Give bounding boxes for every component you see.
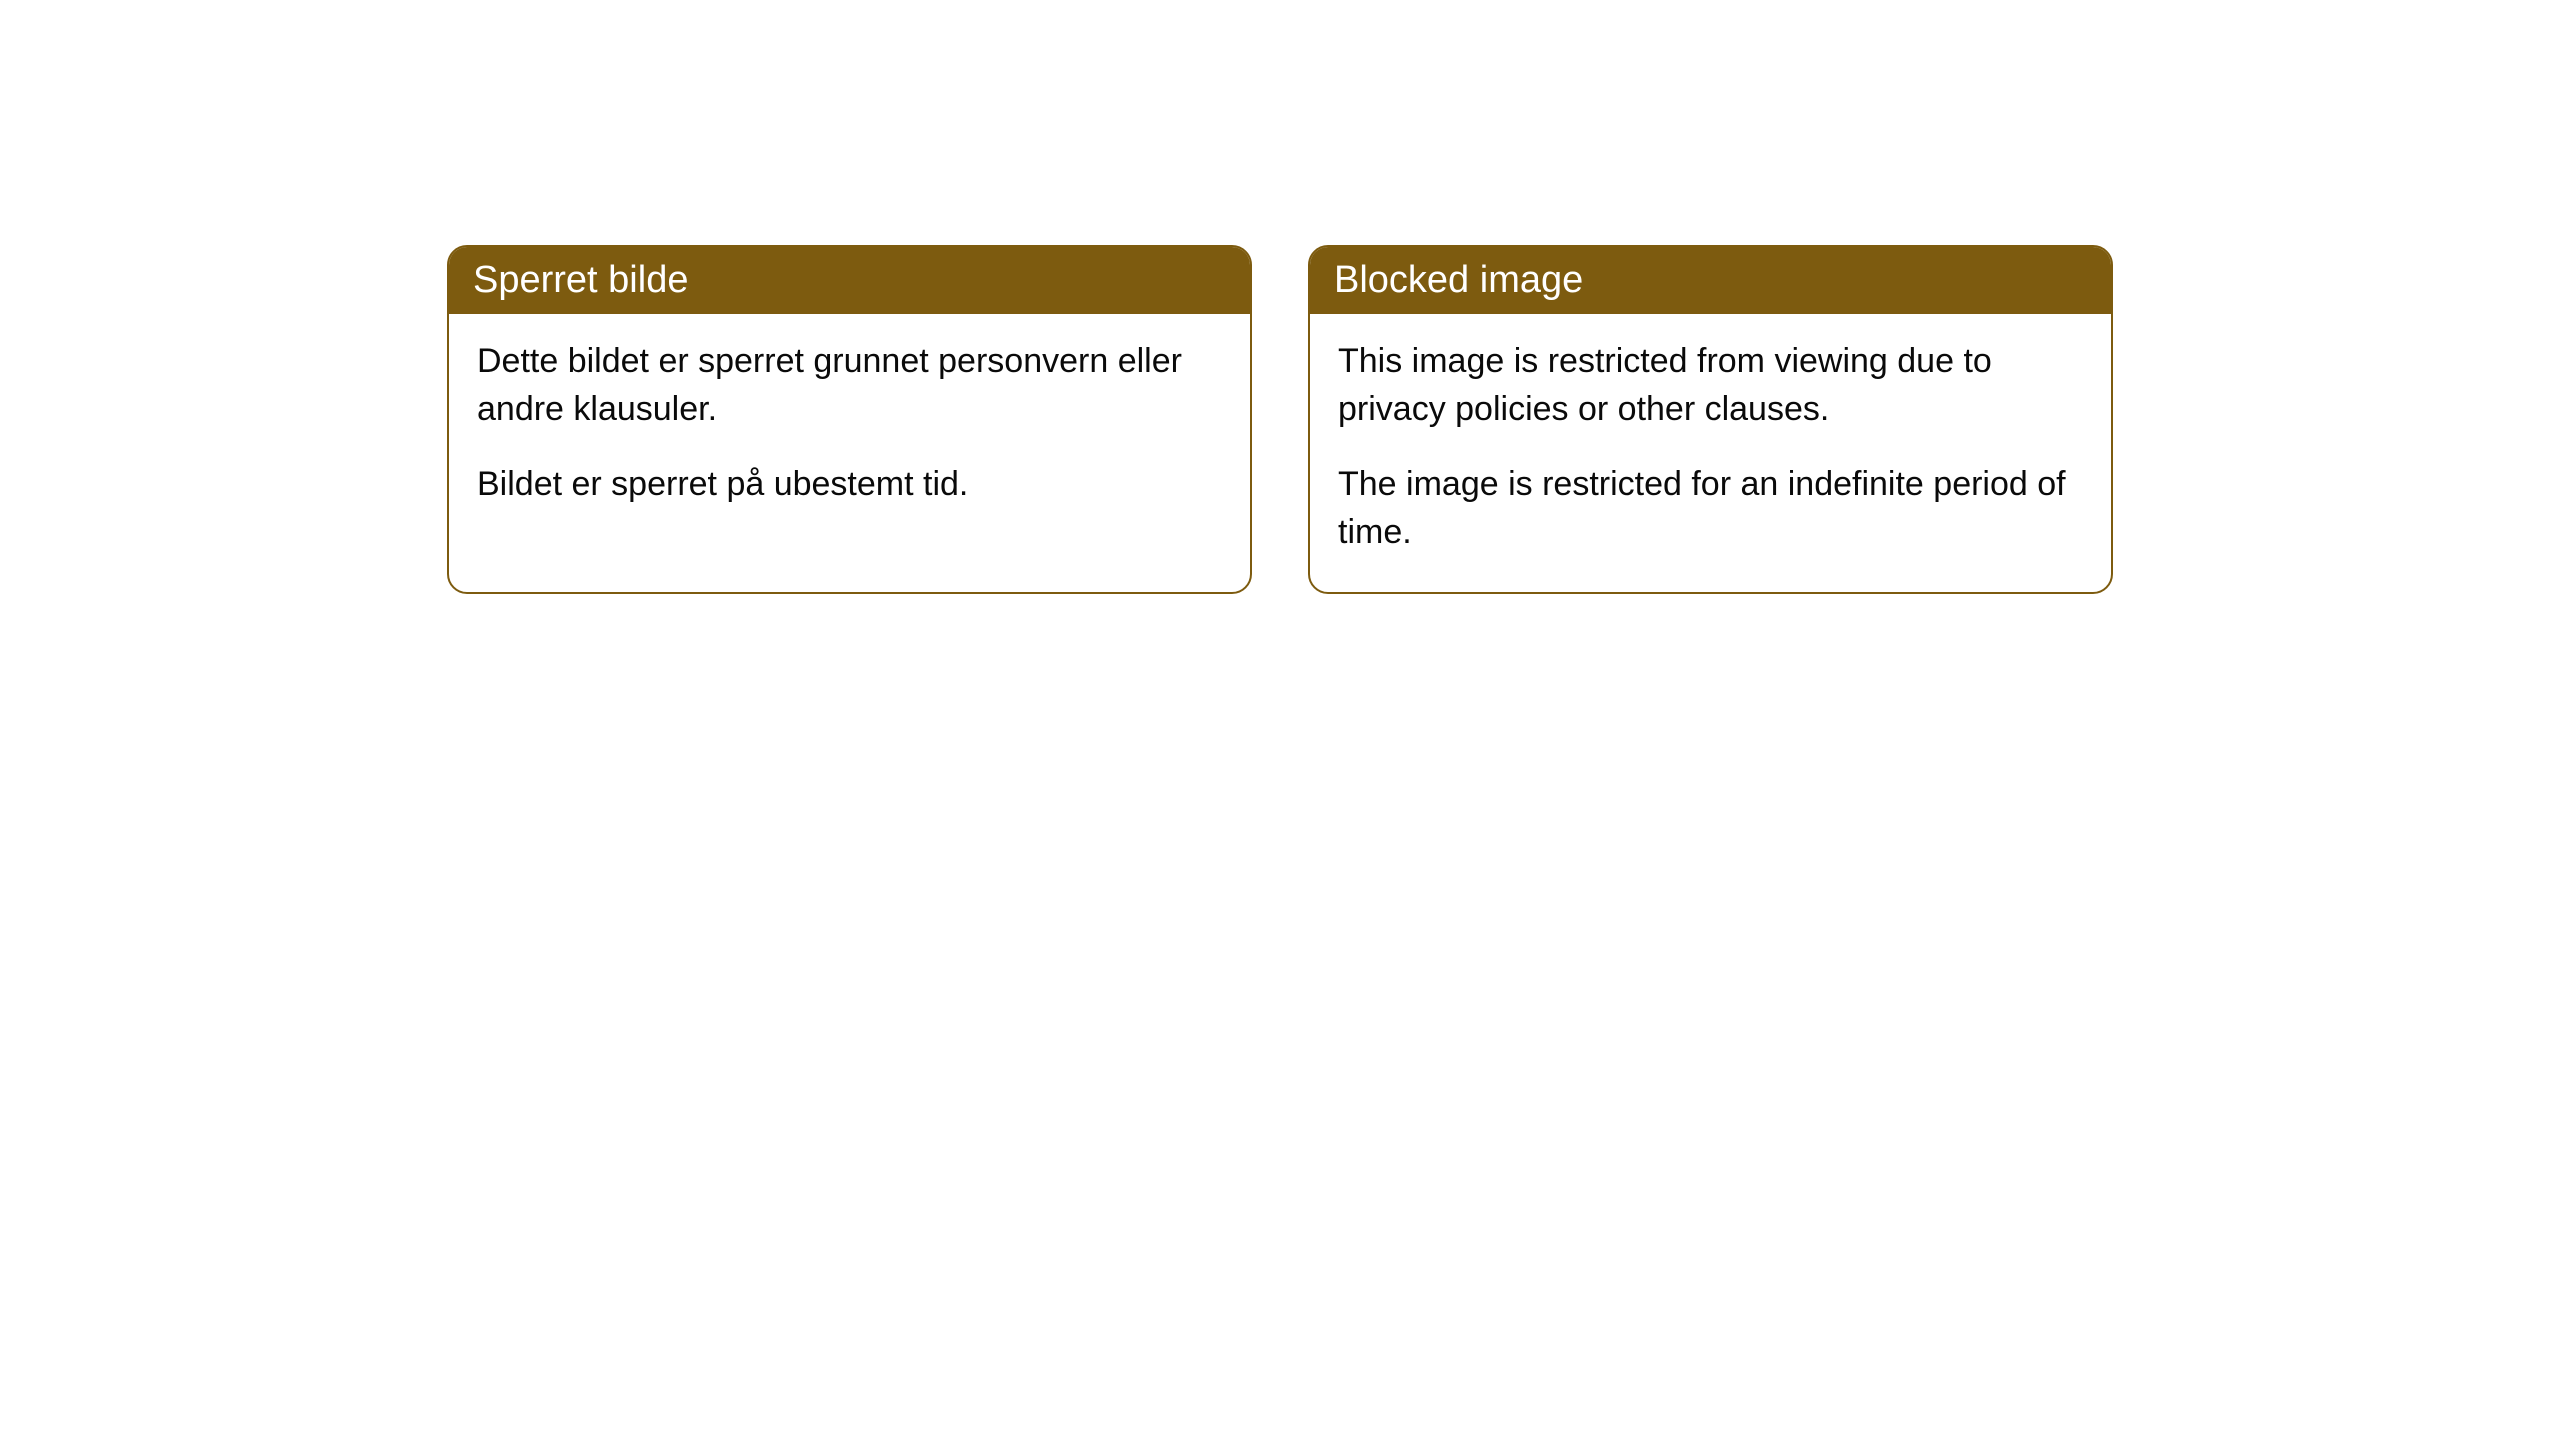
card-text-en-2: The image is restricted for an indefinit… <box>1338 461 2083 556</box>
card-header-en: Blocked image <box>1310 247 2111 314</box>
card-text-no-2: Bildet er sperret på ubestemt tid. <box>477 461 1222 509</box>
blocked-image-card-en: Blocked image This image is restricted f… <box>1308 245 2113 594</box>
card-body-no: Dette bildet er sperret grunnet personve… <box>449 314 1250 545</box>
cards-container: Sperret bilde Dette bildet er sperret gr… <box>0 245 2560 594</box>
card-text-no-1: Dette bildet er sperret grunnet personve… <box>477 338 1222 433</box>
card-text-en-1: This image is restricted from viewing du… <box>1338 338 2083 433</box>
card-header-no: Sperret bilde <box>449 247 1250 314</box>
blocked-image-card-no: Sperret bilde Dette bildet er sperret gr… <box>447 245 1252 594</box>
card-body-en: This image is restricted from viewing du… <box>1310 314 2111 592</box>
